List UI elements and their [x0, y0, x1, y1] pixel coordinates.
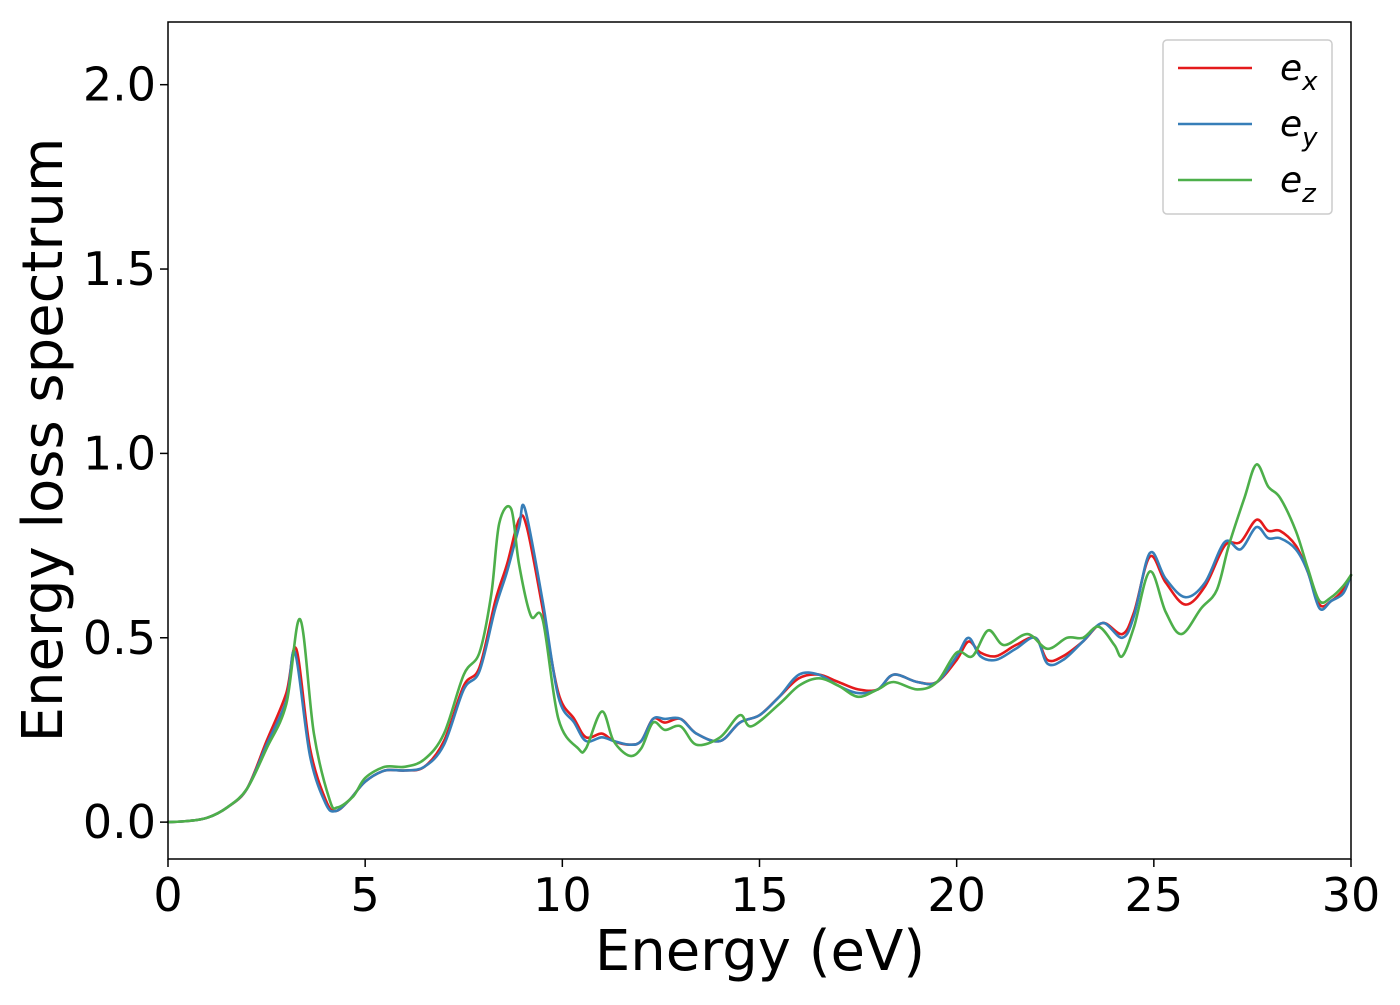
y-tick-label: 0.5 [83, 611, 156, 665]
legend-box [1162, 39, 1333, 215]
legend-subscript: x [1301, 67, 1318, 97]
series-line-e-y [166, 503, 1353, 824]
series-line-e-x [166, 514, 1353, 824]
x-axis-ticks: 0 5 10 15 20 25 30 [153, 859, 1380, 922]
y-tick-label: 1.0 [83, 426, 156, 480]
y-tick-label: 1.5 [83, 242, 156, 296]
x-tick-label: 20 [927, 868, 986, 922]
x-tick-label: 30 [1322, 868, 1381, 922]
series-layer [166, 463, 1353, 824]
x-tick-label: 5 [351, 868, 380, 922]
x-tick-label: 0 [153, 868, 182, 922]
y-tick-label: 2.0 [83, 58, 156, 112]
series-line-e-z [166, 463, 1353, 824]
y-axis-ticks: 0.0 0.5 1.0 1.5 2.0 [83, 58, 168, 849]
legend-subscript: y [1301, 123, 1318, 153]
y-axis-title: Energy loss spectrum [11, 138, 76, 743]
y-tick-label: 0.0 [83, 795, 156, 849]
x-tick-label: 25 [1125, 868, 1184, 922]
x-axis-title: Energy (eV) [595, 919, 925, 984]
legend-subscript: z [1301, 179, 1317, 209]
x-tick-label: 15 [730, 868, 789, 922]
x-tick-label: 10 [533, 868, 592, 922]
